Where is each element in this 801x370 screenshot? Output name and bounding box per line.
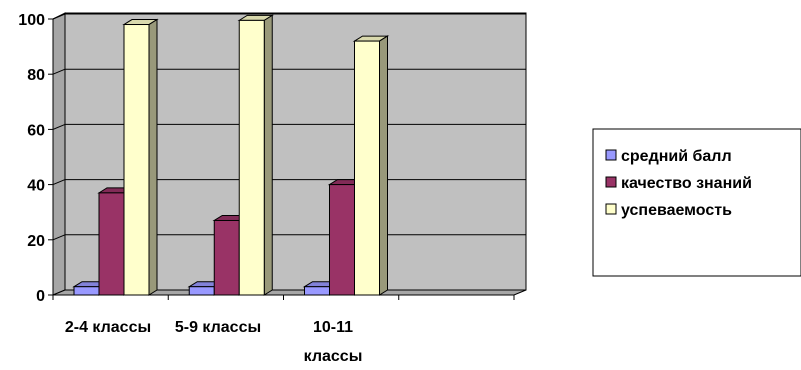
- bar-2-1: [237, 14, 274, 296]
- legend-box: [592, 128, 801, 277]
- gridline-side: [52, 234, 66, 241]
- bar-front: [123, 24, 150, 296]
- legend-item-1: качество знаний: [605, 175, 752, 192]
- bar-front: [73, 286, 100, 296]
- bar-side: [263, 14, 273, 296]
- bar-front: [98, 192, 125, 296]
- side-wall: [52, 12, 66, 296]
- gridline-side: [52, 179, 66, 186]
- legend-swatch: [605, 149, 617, 161]
- bar-2-0: [122, 18, 159, 296]
- legend-item-2: успеваемость: [605, 202, 732, 219]
- bar-front: [304, 286, 330, 296]
- legend-label: качество знаний: [621, 175, 752, 192]
- bar-front: [238, 19, 265, 296]
- bar-front: [188, 286, 215, 296]
- y-tick-label: 60: [27, 122, 45, 139]
- gridline-side: [52, 123, 66, 130]
- legend-swatch: [605, 176, 617, 188]
- legend: средний балл качество знаний успеваемость: [592, 128, 801, 277]
- y-tick-label: 80: [27, 67, 45, 84]
- y-tick-labels: 0 20 40 60 80 100: [18, 12, 45, 305]
- bar-front: [329, 184, 355, 296]
- y-tick-label: 20: [27, 233, 45, 250]
- y-tick-label: 100: [18, 12, 45, 29]
- legend-swatch: [605, 203, 617, 215]
- bar-side: [379, 35, 388, 296]
- x-tick-label: 5-9 классы: [175, 319, 261, 336]
- y-tick-label: 40: [27, 178, 45, 195]
- legend-item-0: средний балл: [605, 148, 732, 165]
- legend-label: средний балл: [621, 148, 732, 165]
- gridline-side: [52, 68, 66, 75]
- legend-label: успеваемость: [621, 202, 732, 219]
- gridline-side: [52, 13, 66, 20]
- bar-front: [354, 40, 380, 296]
- bars: [72, 14, 390, 296]
- x-tick-label: 2-4 классы: [65, 319, 151, 336]
- bar-side: [148, 18, 158, 296]
- y-tick-label: 0: [36, 288, 45, 305]
- x-tick-label: 10-11 классы: [304, 319, 363, 365]
- bar-2-2: [352, 35, 390, 296]
- bar-front: [213, 219, 240, 296]
- x-tick-labels: 2-4 классы 5-9 классы 10-11 классы: [65, 319, 363, 365]
